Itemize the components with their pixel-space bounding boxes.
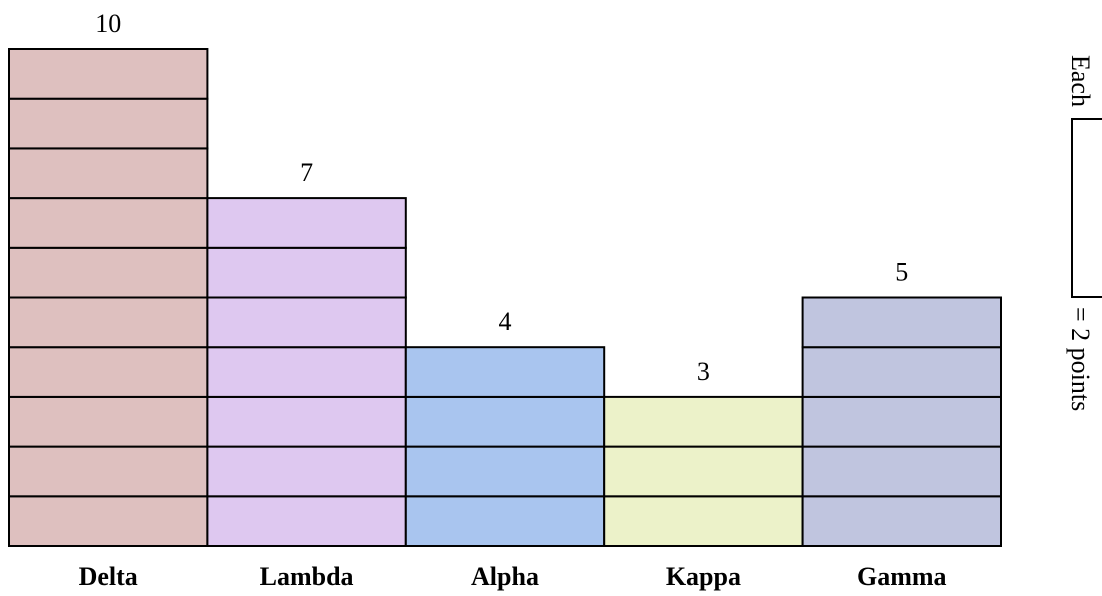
bar-delta-unit-4 bbox=[8, 346, 209, 398]
bar-alpha-unit-4 bbox=[404, 346, 606, 398]
bar-delta-unit-5 bbox=[8, 296, 209, 349]
bar-delta-unit-1 bbox=[8, 495, 209, 547]
bar-kappa-unit-1 bbox=[603, 495, 804, 547]
bar-kappa-unit-2 bbox=[603, 445, 804, 498]
legend-suffix: = 2 points bbox=[1066, 307, 1095, 411]
bar-alpha-unit-1 bbox=[404, 495, 606, 547]
legend: Each = 2 points bbox=[1066, 55, 1102, 411]
bar-delta-unit-3 bbox=[8, 395, 209, 448]
bar-gamma-unit-4 bbox=[801, 346, 1002, 398]
bar-delta-unit-10 bbox=[8, 48, 209, 100]
value-label-alpha: 4 bbox=[499, 307, 512, 336]
bars-group bbox=[8, 48, 1002, 547]
bar-kappa-unit-3 bbox=[603, 395, 804, 448]
bar-lambda-unit-3 bbox=[206, 395, 407, 448]
bar-delta-unit-8 bbox=[8, 147, 209, 200]
bar-lambda-unit-2 bbox=[206, 445, 407, 498]
category-label-kappa: Kappa bbox=[666, 562, 741, 591]
bar-alpha-unit-3 bbox=[404, 395, 606, 448]
bar-gamma-unit-5 bbox=[801, 296, 1002, 349]
legend-unit-box bbox=[1071, 118, 1102, 298]
category-label-gamma: Gamma bbox=[857, 562, 947, 591]
bar-delta-unit-2 bbox=[8, 445, 209, 498]
category-label-alpha: Alpha bbox=[471, 562, 539, 591]
bar-alpha-unit-2 bbox=[404, 445, 606, 498]
value-labels-group: 10 7 4 3 5 bbox=[95, 9, 908, 386]
bar-delta-unit-6 bbox=[8, 246, 209, 299]
bar-delta-unit-9 bbox=[8, 97, 209, 150]
legend-prefix: Each bbox=[1066, 55, 1095, 107]
value-label-delta: 10 bbox=[95, 9, 121, 38]
bar-lambda-unit-7 bbox=[206, 197, 407, 249]
value-label-gamma: 5 bbox=[895, 258, 908, 287]
bar-lambda-unit-1 bbox=[206, 495, 407, 547]
category-label-delta: Delta bbox=[79, 562, 138, 591]
bar-gamma-unit-2 bbox=[801, 445, 1002, 498]
category-labels-group: Delta Lambda Alpha Kappa Gamma bbox=[79, 562, 947, 591]
bar-lambda-unit-4 bbox=[206, 346, 407, 398]
bar-gamma-unit-3 bbox=[801, 395, 1002, 448]
category-label-lambda: Lambda bbox=[260, 562, 354, 591]
bar-lambda-unit-5 bbox=[206, 296, 407, 349]
bar-lambda-unit-6 bbox=[206, 246, 407, 299]
bar-delta-unit-7 bbox=[8, 197, 209, 249]
value-label-lambda: 7 bbox=[300, 158, 313, 187]
bar-gamma-unit-1 bbox=[801, 495, 1002, 547]
value-label-kappa: 3 bbox=[697, 357, 710, 386]
